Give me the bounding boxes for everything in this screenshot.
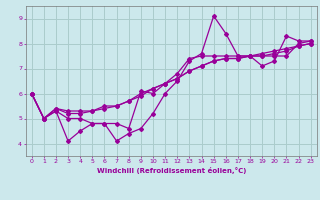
X-axis label: Windchill (Refroidissement éolien,°C): Windchill (Refroidissement éolien,°C)	[97, 167, 246, 174]
